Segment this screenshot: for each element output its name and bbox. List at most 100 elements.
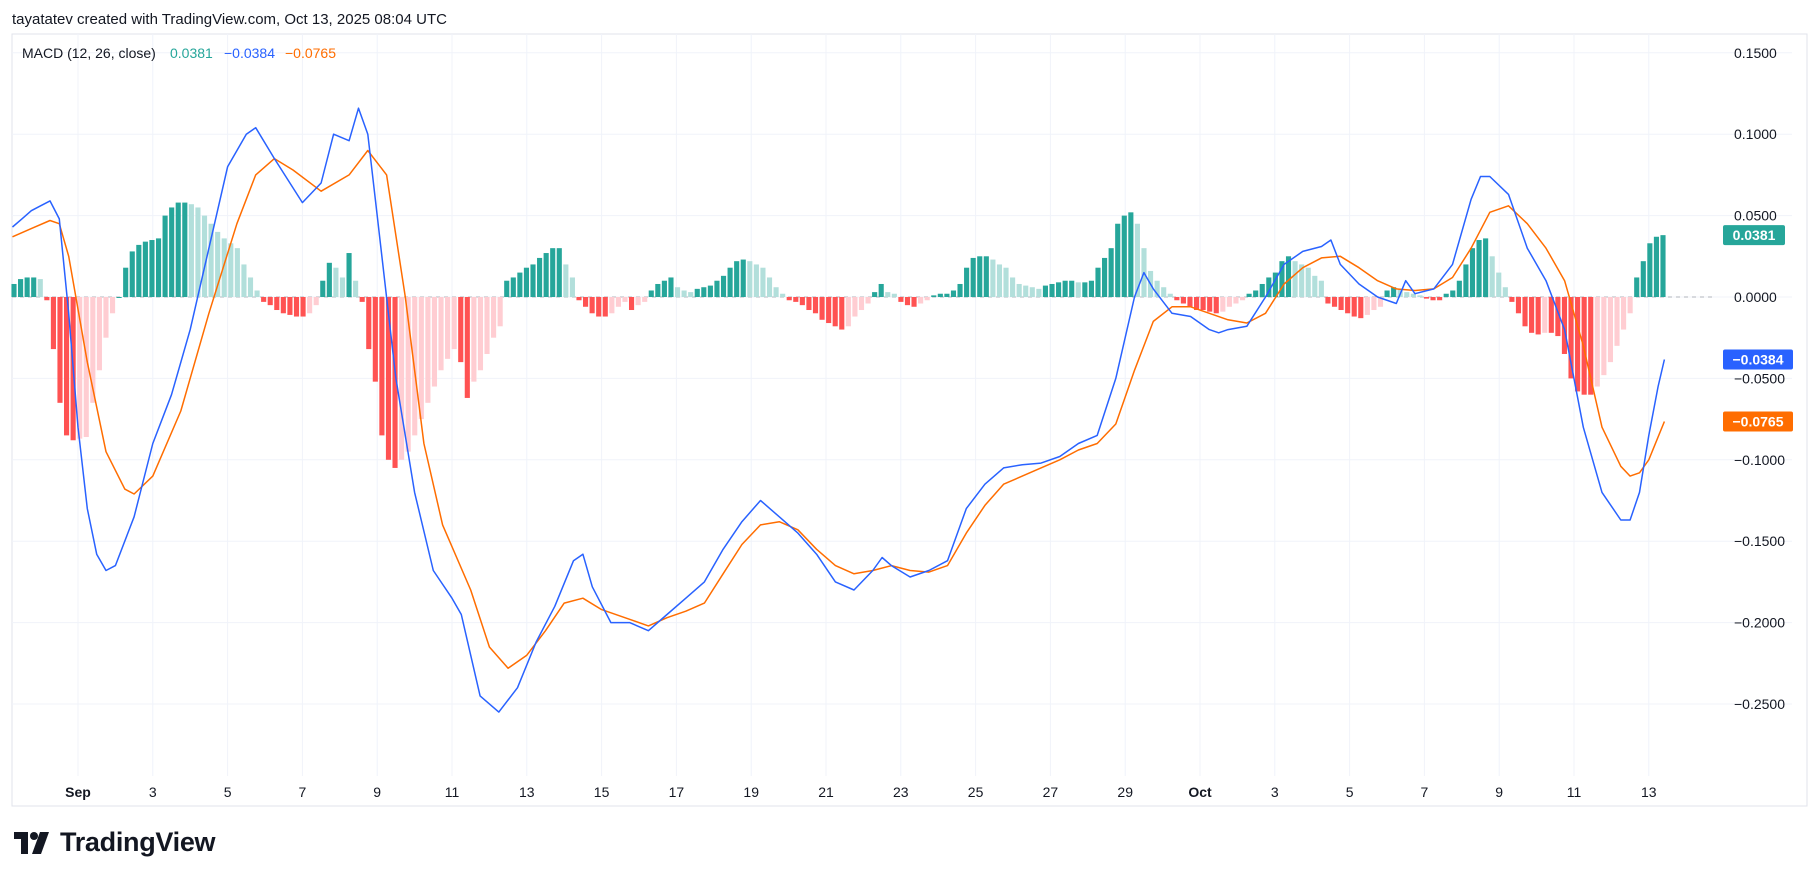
y-tick-label: −0.2000	[1734, 615, 1785, 631]
indicator-legend[interactable]: MACD (12, 26, close) 0.0381 −0.0384 −0.0…	[22, 45, 336, 61]
histogram-bar	[1660, 235, 1666, 297]
histogram-bar	[307, 297, 313, 314]
histogram-bar	[1417, 295, 1423, 297]
histogram-bar	[904, 297, 911, 306]
histogram-bar	[970, 257, 976, 297]
histogram-bar	[1529, 297, 1535, 333]
histogram-bar	[11, 283, 17, 297]
histogram-bar	[1463, 264, 1469, 297]
histogram-bar	[37, 279, 43, 297]
histogram-bar	[898, 297, 904, 302]
histogram-bar	[556, 248, 562, 297]
histogram-bar	[944, 293, 950, 297]
histogram-bar	[734, 261, 740, 297]
histogram-bar	[1614, 297, 1620, 346]
y-tick-label: 0.1500	[1734, 45, 1777, 61]
histogram-bar	[569, 277, 575, 297]
histogram-bar	[1016, 283, 1022, 297]
histogram-bar	[254, 290, 260, 297]
histogram-bar	[1364, 297, 1370, 315]
price-axis[interactable]: 0.1500 0.1000 0.0500 0.0000 −0.0500 −0.1000 −0…	[1734, 45, 1785, 712]
histogram-bar	[648, 290, 654, 297]
histogram-bar	[786, 297, 792, 301]
histogram-bar	[31, 277, 37, 297]
tradingview-logo[interactable]: TradingView	[14, 827, 216, 858]
histogram-bar	[937, 293, 943, 297]
histogram-bar	[674, 287, 681, 297]
histogram-bar	[983, 256, 989, 297]
histogram-bar	[1410, 293, 1416, 297]
histogram-bar	[208, 223, 214, 297]
histogram-bar	[1095, 267, 1101, 297]
histogram-bar	[169, 207, 175, 297]
histogram-bar	[1259, 283, 1265, 297]
histogram-bar	[1391, 287, 1397, 297]
histogram-bar	[681, 290, 687, 297]
histogram-bar	[182, 202, 188, 297]
histogram-bar	[228, 243, 234, 297]
histogram-bar	[129, 251, 135, 297]
histogram-bar	[1174, 297, 1180, 301]
legend-signal-value: −0.0765	[285, 45, 336, 61]
histogram-bar	[1469, 248, 1476, 297]
histogram-bar	[628, 297, 635, 311]
histogram-bar	[497, 297, 503, 327]
histogram-bar	[1003, 267, 1009, 297]
histogram-bar	[1588, 297, 1594, 395]
histogram-bar	[596, 297, 602, 317]
histogram-bar	[1430, 297, 1436, 301]
histogram-bar	[234, 248, 240, 297]
histogram-bar	[77, 297, 83, 439]
x-tick-label: 5	[224, 784, 232, 800]
histogram-bar	[845, 297, 851, 327]
histogram-bar	[18, 279, 24, 297]
histogram-bar	[543, 253, 549, 297]
histogram-bar	[320, 280, 326, 297]
time-axis[interactable]: Sep 3 5 7 9 11 13 15 17 19 21 23 25 27 29 Oct 3 5 7 9 11 13	[65, 784, 1657, 800]
histogram-bar	[353, 280, 359, 297]
price-badges: 0.0381 −0.0384 −0.0765	[1723, 225, 1793, 432]
histogram-bar	[418, 297, 424, 420]
histogram-bar	[878, 283, 884, 297]
histogram-bar	[1496, 272, 1502, 297]
histogram-bar	[760, 267, 766, 297]
histogram-bar	[1377, 297, 1384, 307]
histogram-bar	[1272, 272, 1278, 297]
histogram-bar	[44, 297, 50, 301]
x-tick-label: 13	[519, 784, 535, 800]
histogram-bar	[1450, 290, 1456, 297]
histogram-bar	[1134, 223, 1140, 297]
histogram-bar	[188, 204, 194, 297]
histogram-bar	[1082, 282, 1088, 297]
histogram-bar	[274, 297, 280, 311]
histogram-bar	[727, 267, 733, 297]
x-tick-label: 7	[1421, 784, 1429, 800]
histogram-bar	[333, 267, 339, 297]
histogram-bar	[1358, 297, 1364, 319]
histogram-bar	[1476, 240, 1482, 297]
histogram-bar	[918, 297, 924, 304]
y-tick-label: −0.1000	[1734, 452, 1785, 468]
histogram-bar	[471, 297, 477, 382]
histogram-bar	[24, 277, 30, 297]
histogram-bar	[491, 297, 497, 338]
histogram-bar	[1548, 297, 1554, 333]
histogram-bar	[385, 297, 392, 460]
histogram-bar	[175, 202, 181, 297]
x-tick-label: 17	[669, 784, 685, 800]
x-tick-label: 11	[445, 784, 460, 800]
histogram-bar	[1285, 256, 1292, 297]
histogram-bar	[852, 297, 858, 317]
histogram-bar	[1029, 287, 1035, 297]
histogram-bar	[1325, 297, 1331, 304]
chart-attribution: tayatatev created with TradingView.com, …	[12, 11, 447, 28]
indicator-title[interactable]: MACD (12, 26, close)	[22, 45, 156, 61]
histogram-bar	[635, 297, 641, 306]
histogram-bar	[293, 297, 300, 317]
histogram-bar	[701, 287, 707, 297]
histogram-bar	[1443, 293, 1449, 297]
histogram-bar	[622, 297, 628, 302]
histogram-bar	[451, 297, 457, 350]
x-tick-label: 3	[1271, 784, 1279, 800]
